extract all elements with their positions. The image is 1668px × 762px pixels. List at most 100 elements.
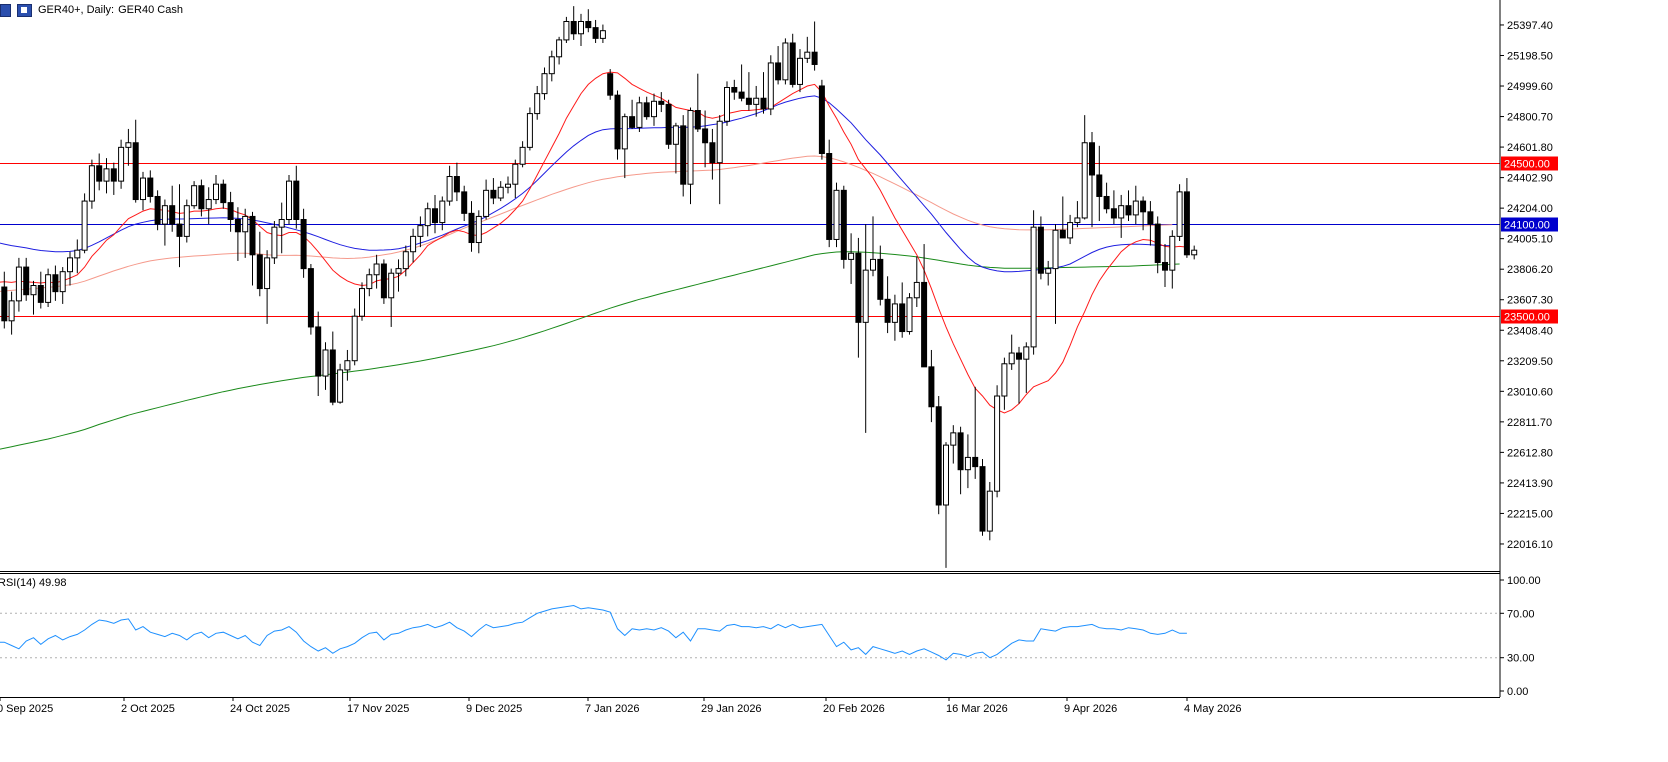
time-tick-label: 20 Feb 2026 (823, 703, 885, 715)
time-axis[interactable]: 0 Sep 2025 2 Oct 2025 24 Oct 2025 17 Nov 20… (0, 697, 1241, 715)
candle (468, 201, 475, 252)
price-axis[interactable]: 25397.40 25198.50 24999.60 24800.70 24601.80… (0, 0, 1553, 698)
candle (724, 81, 730, 126)
candle (1074, 201, 1081, 228)
rsi-line (0, 604, 1187, 661)
candle (322, 342, 329, 390)
candle (432, 194, 438, 234)
candle (512, 159, 519, 199)
candle (74, 239, 81, 274)
candle (424, 202, 431, 237)
candle (702, 110, 709, 168)
time-tick-label: 7 Jan 2026 (585, 703, 639, 715)
time-tick-label: 9 Dec 2025 (466, 703, 522, 715)
candle (1103, 182, 1110, 214)
candle (1089, 132, 1095, 228)
candle (862, 224, 869, 433)
candle (176, 184, 183, 268)
candle (453, 162, 460, 202)
candle (249, 211, 256, 286)
candle (30, 280, 37, 315)
candle (1052, 224, 1059, 324)
candle (483, 179, 490, 220)
candle (585, 9, 592, 33)
time-tick-label: 16 Mar 2026 (946, 703, 1008, 715)
candle (651, 93, 657, 126)
candle (417, 216, 424, 248)
candle (293, 165, 300, 229)
candle (1023, 342, 1030, 393)
price-level-tag (1501, 156, 1558, 171)
candle (994, 385, 1001, 498)
candle (23, 257, 30, 301)
candle (716, 115, 723, 205)
candle (775, 46, 782, 85)
candle (1191, 245, 1198, 260)
price-tick-label: 22811.70 (1507, 417, 1552, 429)
candle (979, 458, 986, 536)
candle (541, 67, 548, 100)
candle (578, 13, 584, 47)
candle (643, 96, 650, 120)
candle (286, 174, 292, 225)
time-tick-label: 9 Apr 2026 (1064, 703, 1117, 715)
chart-window-icon[interactable] (17, 3, 32, 17)
price-tick-label: 25198.50 (1507, 50, 1553, 62)
candle (475, 210, 482, 254)
candle (935, 396, 942, 515)
candle (15, 257, 22, 312)
candle (877, 245, 884, 306)
price-level-tag (1501, 309, 1558, 324)
rsi-tick-label: 0.00 (1507, 686, 1528, 698)
candle (81, 193, 88, 254)
candle (300, 208, 307, 278)
candle (1132, 185, 1139, 225)
candle (118, 139, 125, 189)
candle (1147, 201, 1154, 246)
candle (680, 115, 687, 197)
candle (388, 268, 395, 327)
candle (972, 386, 979, 479)
candle (694, 73, 701, 133)
candle (1, 271, 8, 329)
time-tick-label: 24 Oct 2025 (230, 703, 290, 715)
candle (1008, 334, 1015, 370)
ma-blue-line (0, 95, 1173, 273)
candle (621, 113, 628, 179)
price-level-label: 24100.00 (1504, 220, 1550, 232)
candle (278, 202, 285, 254)
candle (614, 90, 621, 160)
candle (125, 128, 132, 166)
candle (1154, 216, 1161, 274)
candle (497, 181, 504, 202)
candle (1045, 260, 1052, 286)
candle (1125, 190, 1132, 222)
candle (140, 171, 146, 211)
candle (198, 179, 205, 217)
candle (373, 254, 380, 289)
candle (1016, 346, 1022, 404)
candle (1118, 194, 1125, 238)
window-menu-icon[interactable] (0, 3, 11, 17)
candle (1176, 184, 1183, 241)
candle (147, 170, 154, 203)
candle (789, 33, 796, 88)
candle (855, 237, 862, 358)
candle (964, 434, 971, 489)
price-tick-label: 23209.50 (1507, 356, 1553, 368)
candle (52, 265, 59, 301)
price-tick-label: 23408.40 (1507, 325, 1553, 337)
price-tick-label: 24204.00 (1507, 203, 1553, 215)
candle (818, 79, 825, 160)
candle (45, 268, 52, 307)
candle (1067, 214, 1074, 245)
ma-red-line (0, 71, 1187, 414)
candle (439, 196, 446, 231)
candle (1001, 357, 1008, 410)
symbol-label: GER40+, Daily: (38, 4, 115, 16)
price-tick-label: 24005.10 (1507, 234, 1553, 246)
candle (526, 107, 533, 151)
candle (687, 107, 694, 205)
candle (351, 308, 358, 366)
